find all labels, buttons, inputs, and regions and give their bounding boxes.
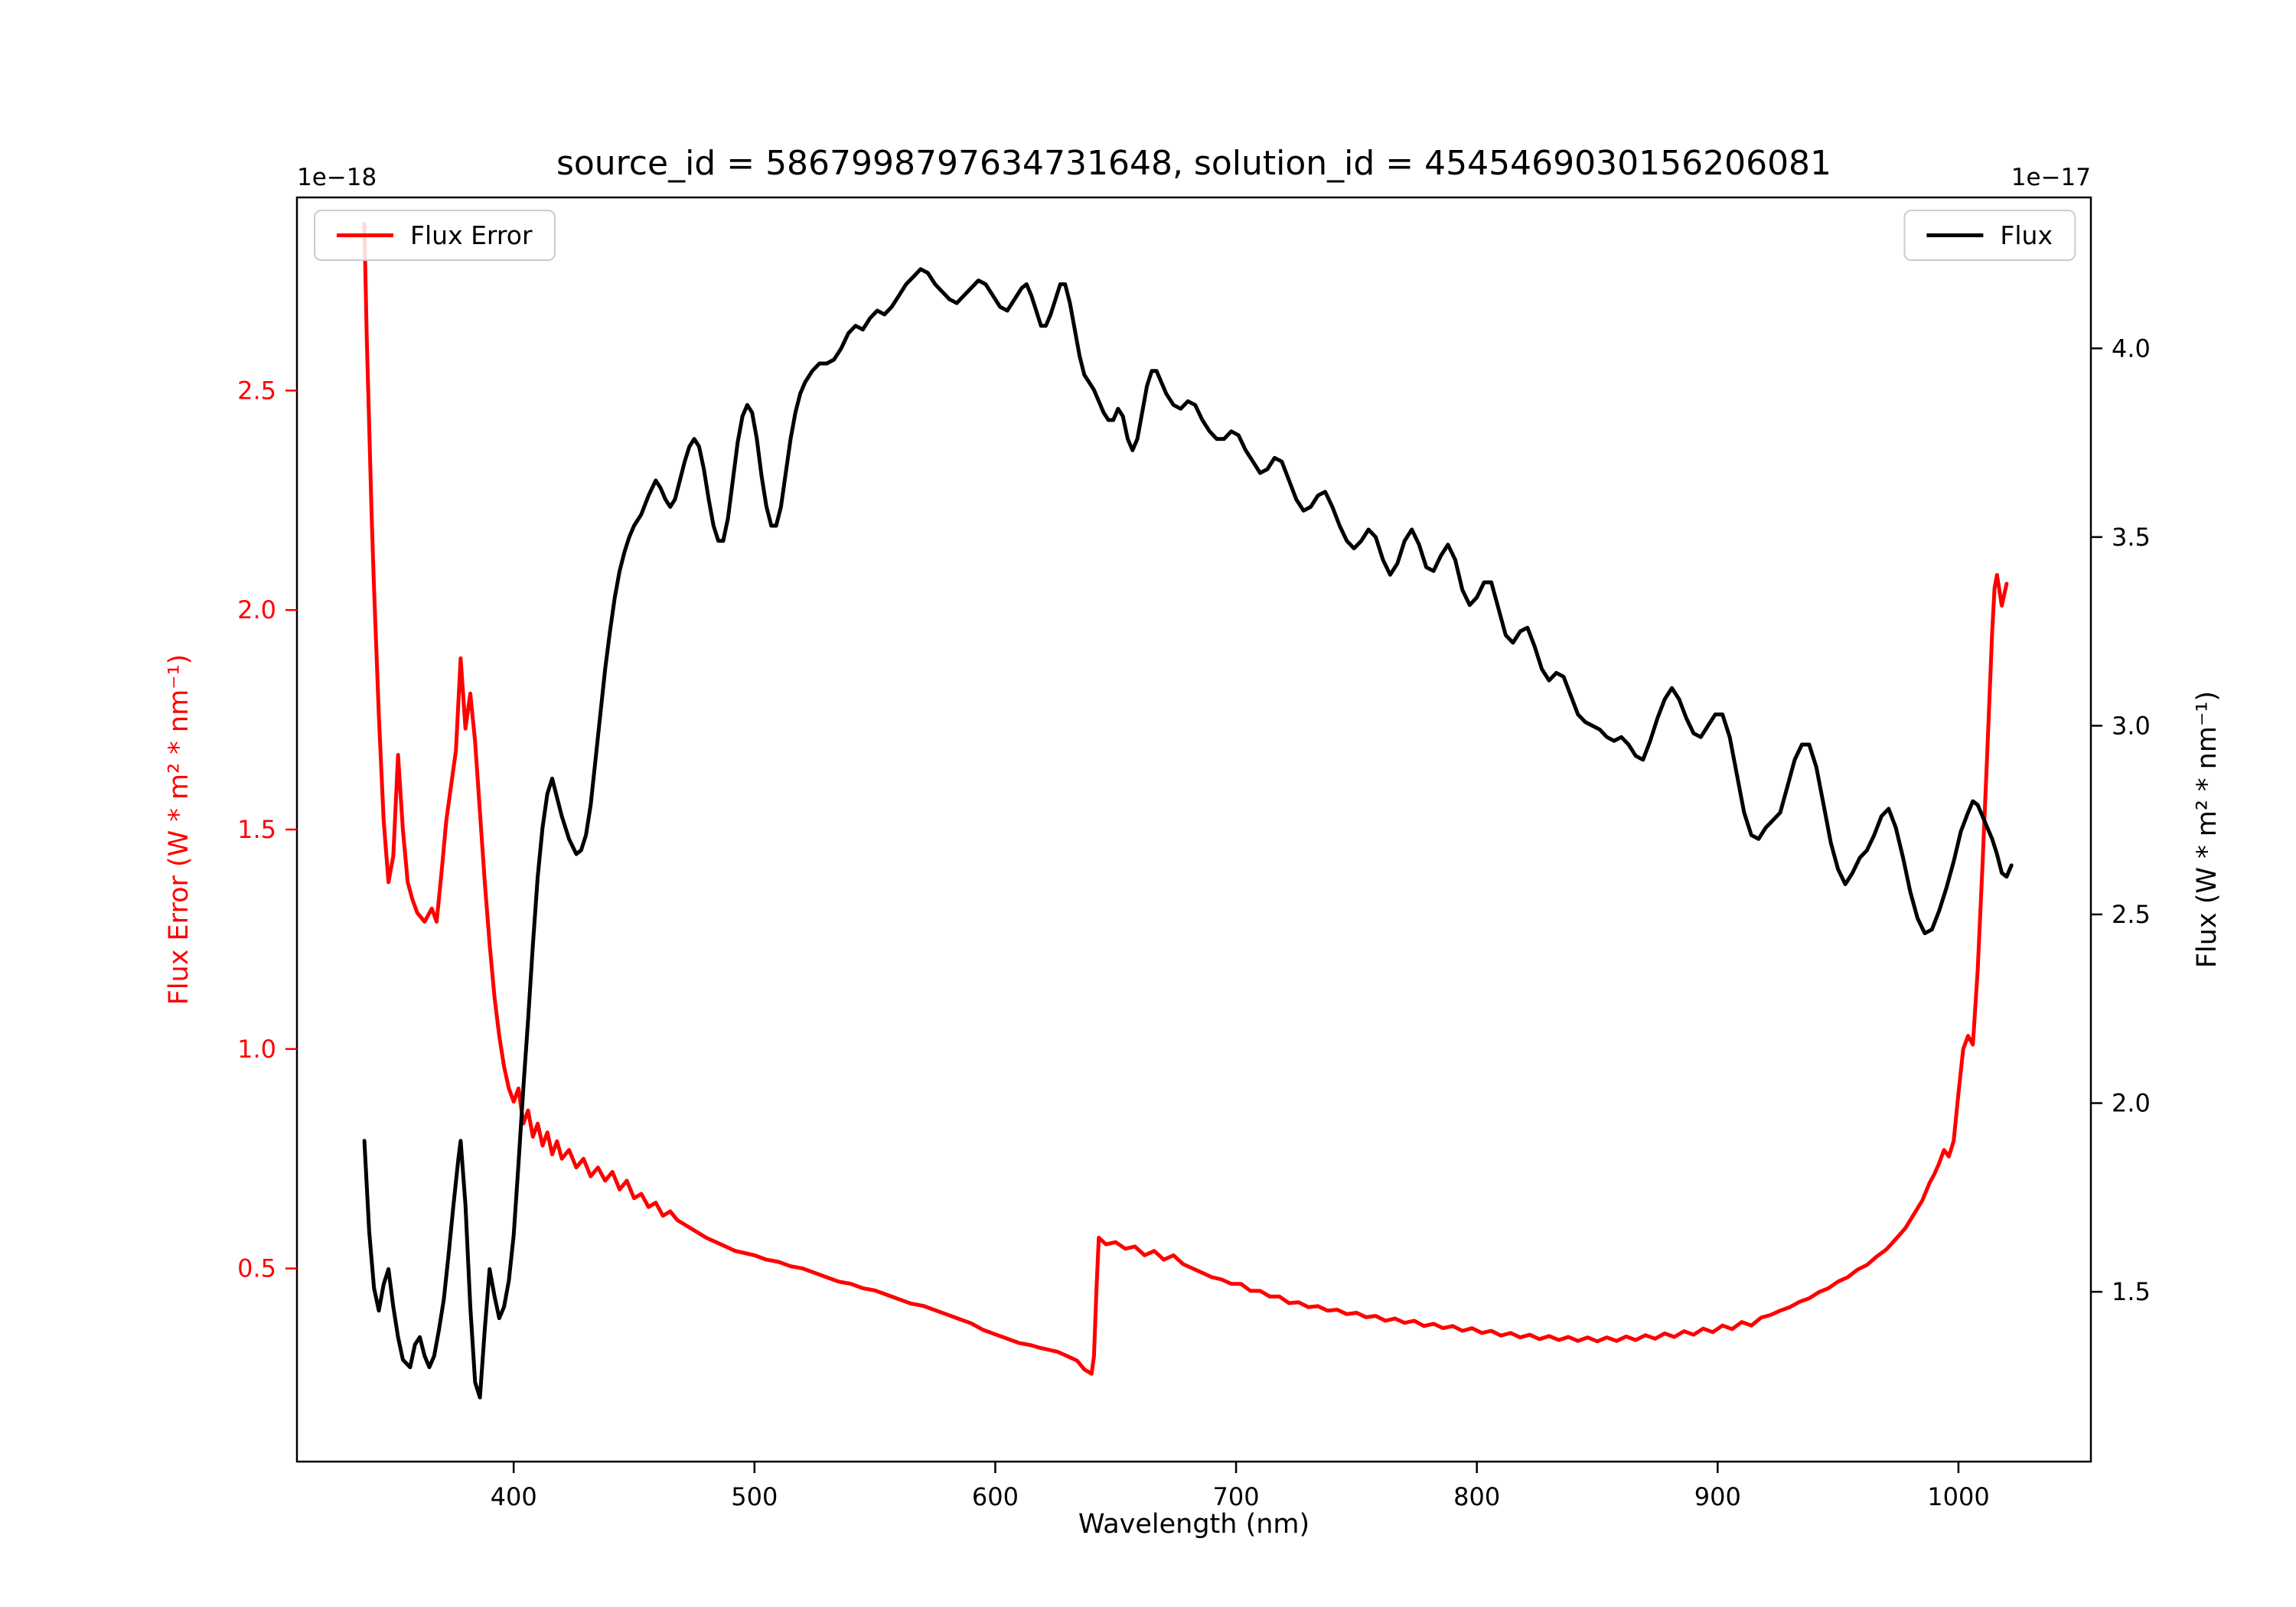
x-tick-label: 600	[972, 1482, 1019, 1511]
right-y-tick-label: 3.0	[2112, 711, 2151, 740]
right-axis-offset-label: 1e−17	[2011, 164, 2091, 191]
left-y-tick-label: 1.0	[237, 1035, 276, 1064]
series-line-flux	[362, 267, 2014, 1400]
x-tick-label: 1000	[1927, 1482, 1989, 1511]
right-y-tick-label: 2.0	[2112, 1089, 2151, 1118]
x-axis-label: Wavelength (nm)	[1078, 1509, 1310, 1540]
left-y-axis-label: Flux Error (W * m² * nm⁻¹)	[164, 654, 194, 1006]
series-line-flux-error	[362, 221, 2009, 1376]
chart-title: source_id = 5867998797634731648, solutio…	[556, 144, 1832, 183]
x-tick-label: 400	[491, 1482, 537, 1511]
x-tick-label: 700	[1213, 1482, 1260, 1511]
legend-flux-label: Flux	[2000, 220, 2053, 250]
x-tick-label: 500	[731, 1482, 778, 1511]
legend-flux-error: Flux Error	[314, 210, 556, 261]
x-tick-label: 800	[1453, 1482, 1500, 1511]
right-y-tick-label: 4.0	[2112, 334, 2151, 363]
flux-error-line-sample-icon	[337, 233, 393, 237]
left-y-tick-label: 2.0	[237, 595, 276, 624]
flux-line-sample-icon	[1926, 233, 1984, 237]
left-axis-offset-label: 1e−18	[297, 164, 377, 191]
right-y-tick-label: 1.5	[2112, 1277, 2151, 1306]
left-y-tick-label: 0.5	[237, 1254, 276, 1283]
x-tick-label: 900	[1694, 1482, 1741, 1511]
right-y-tick-label: 3.5	[2112, 523, 2151, 552]
left-y-tick-label: 2.5	[237, 376, 276, 405]
legend-flux-error-label: Flux Error	[410, 220, 533, 250]
right-y-axis-label: Flux (W * m² * nm⁻¹)	[2192, 690, 2223, 969]
left-y-tick-label: 1.5	[237, 815, 276, 844]
legend-flux: Flux	[1903, 210, 2076, 261]
right-y-tick-label: 2.5	[2112, 900, 2151, 929]
